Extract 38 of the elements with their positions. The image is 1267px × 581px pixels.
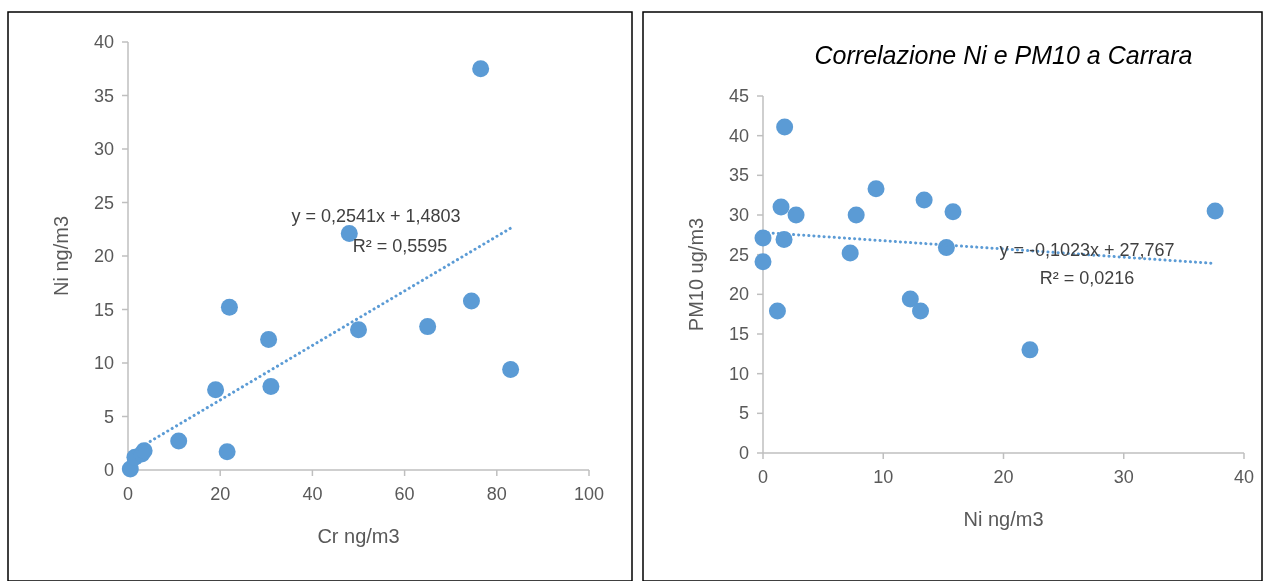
annotation: R² = 0,0216 [1039,268,1135,288]
y-tick-label: 40 [93,32,114,52]
x-tick-label: 40 [302,484,323,504]
y-tick-label: 5 [738,403,749,424]
y-tick-label: 15 [93,299,114,320]
x-tick-label: 0 [122,484,134,504]
y-tick-label: 40 [728,125,749,146]
y-tick-label: 15 [728,324,749,344]
x-tick-label: 60 [394,484,415,504]
y-axis-title: PM10 ug/m3 [685,217,707,332]
y-tick-label: 20 [93,246,114,266]
annotation: y = -0,1023x + 27,767 [999,240,1175,260]
y-tick-label: 30 [93,139,114,159]
y-tick-label: 35 [93,85,114,106]
y-tick-label: 25 [93,192,114,213]
y-tick-label: 45 [728,86,749,106]
annotation: y = 0,2541x + 1,4803 [291,206,461,226]
x-tick-label: 40 [1233,467,1255,487]
y-tick-label: 20 [728,284,749,305]
annotation: R² = 0,5595 [352,236,448,256]
x-tick-label: 30 [1113,467,1134,487]
y-axis-title: Ni ng/m3 [50,215,72,297]
x-tick-label: 80 [486,484,507,504]
y-tick-label: 10 [728,363,749,384]
x-tick-label: 20 [993,467,1014,487]
x-tick-label: 20 [210,484,231,504]
x-axis-title: Ni ng/m3 [963,508,1044,530]
y-tick-label: 25 [728,244,749,265]
y-tick-label: 30 [728,205,749,225]
x-tick-label: 10 [873,467,894,487]
x-tick-label: 100 [573,484,605,504]
y-tick-label: 35 [728,165,749,186]
x-axis-title: Cr ng/m3 [317,525,400,547]
y-tick-label: 5 [103,406,114,427]
chart-title: Correlazione Ni e PM10 a Carrara [814,41,1193,69]
y-tick-label: 0 [738,443,749,463]
y-tick-label: 10 [93,353,114,373]
x-tick-label: 0 [757,467,769,487]
